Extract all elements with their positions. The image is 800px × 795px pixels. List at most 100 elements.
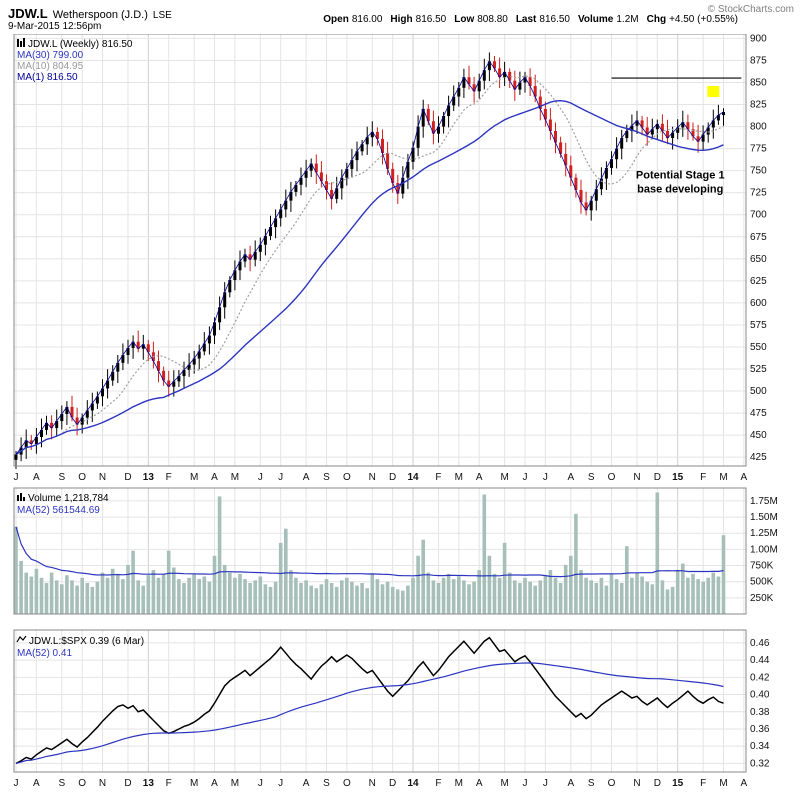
quote-label: High	[390, 14, 413, 25]
price-tick-label: 475	[750, 408, 767, 419]
title-block: JDW.L Wetherspoon (J.D.) LSE	[8, 5, 172, 23]
month-label: 15	[672, 472, 684, 483]
candlesticks	[14, 52, 725, 469]
month-label: A	[567, 778, 574, 789]
month-label: 13	[143, 778, 155, 789]
price-tick-label: 650	[750, 254, 767, 265]
price-tick-label: 575	[750, 320, 767, 331]
month-label: O	[78, 778, 86, 789]
month-label: M	[231, 472, 239, 483]
gridlines	[14, 34, 746, 772]
month-label: D	[389, 472, 396, 483]
month-label: D	[124, 472, 131, 483]
month-label: F	[435, 472, 441, 483]
quote-summary: Open 816.00 High 816.50 Low 808.80 Last 816.50 V…	[315, 14, 738, 25]
legend-volume: Volume 1,218,784	[28, 493, 109, 504]
month-label: F	[166, 778, 172, 789]
month-label: 14	[407, 472, 419, 483]
month-label: M	[719, 778, 727, 789]
month-label: M	[719, 472, 727, 483]
month-label: J	[543, 472, 548, 483]
price-tick-label: 800	[750, 122, 767, 133]
ratio-tick-label: 0.34	[750, 741, 770, 752]
month-label: S	[323, 778, 330, 789]
price-tick-label: 500	[750, 386, 767, 397]
volume-axis-labels: 250K 500K 750K 1.00M 1.25M 1.50M 1.75M	[750, 496, 778, 604]
ratio-tick-label: 0.38	[750, 707, 770, 718]
month-label: D	[654, 472, 661, 483]
price-tick-label: 450	[750, 430, 767, 441]
quote-value: 816.50	[415, 14, 447, 25]
month-label: A	[476, 472, 483, 483]
month-label: M	[500, 472, 508, 483]
price-tick-label: 875	[750, 55, 767, 66]
month-label: 15	[672, 778, 684, 789]
ratio-tick-label: 0.36	[750, 724, 770, 735]
month-label: J	[543, 778, 548, 789]
ratio-tick-label: 0.40	[750, 690, 770, 701]
annotation-text: Potential Stage 1	[636, 170, 725, 182]
price-tick-label: 775	[750, 144, 767, 155]
volume-tick-label: 500K	[750, 577, 774, 588]
quote-label: Low	[454, 14, 475, 25]
month-label: N	[99, 472, 106, 483]
legend-ma30: MA(30) 799.00	[17, 50, 84, 61]
ratio-series-icon	[16, 635, 27, 643]
month-label: J	[523, 778, 528, 789]
month-label: S	[588, 778, 595, 789]
stage1-annotation: Potential Stage 1 base developing	[636, 170, 725, 196]
quote-label: Last	[515, 14, 537, 25]
highlight-marker	[707, 86, 720, 98]
ratio-tick-label: 0.44	[750, 655, 770, 666]
month-label: N	[633, 472, 640, 483]
month-label: M	[455, 778, 463, 789]
legend-ratio: JDW.L:$SPX 0.39 (6 Mar)	[29, 636, 144, 647]
volume-tick-label: 1.00M	[750, 544, 778, 555]
price-tick-label: 525	[750, 364, 767, 375]
symbol: JDW.L	[8, 6, 48, 21]
price-tick-label: 425	[750, 452, 767, 463]
price-tick-label: 550	[750, 342, 767, 353]
month-label: M	[500, 778, 508, 789]
month-label: A	[303, 472, 310, 483]
price-series-icon	[23, 38, 25, 47]
price-series-icon	[17, 39, 19, 47]
volume-tick-label: 1.25M	[750, 528, 778, 539]
month-label: S	[58, 472, 65, 483]
month-label: A	[741, 472, 748, 483]
company-name: Wetherspoon (J.D.)	[52, 9, 148, 21]
month-label: N	[369, 472, 376, 483]
month-label: 14	[407, 778, 419, 789]
month-label: D	[654, 778, 661, 789]
volume-pane-border	[13, 487, 747, 615]
volume-ma-line	[15, 526, 724, 578]
month-label: A	[567, 472, 574, 483]
month-label: J	[258, 472, 263, 483]
ratio-tick-label: 0.32	[750, 758, 770, 769]
month-label: N	[369, 778, 376, 789]
price-tick-label: 850	[750, 77, 767, 88]
month-label: J	[14, 778, 19, 789]
month-label: 13	[143, 472, 155, 483]
volume-tick-label: 1.75M	[750, 496, 778, 507]
month-label: F	[166, 472, 172, 483]
month-label: S	[58, 778, 65, 789]
month-axis-top: J A S O N D 13 F M A M J J A S O N D 14 F M A M J J A S O N D 15 F M A	[14, 472, 748, 483]
volume-series-icon	[23, 497, 25, 501]
stockchart-svg: Potential Stage 1 base developing 425 450 47…	[13, 34, 778, 789]
exchange-name: LSE	[152, 10, 172, 21]
quote-label: Chg	[646, 14, 667, 25]
ratio-legend: JDW.L:$SPX 0.39 (6 Mar)MA(52) 0.41	[16, 635, 144, 659]
month-label: O	[608, 472, 616, 483]
month-label: J	[278, 472, 283, 483]
month-label: A	[211, 778, 218, 789]
month-label: M	[231, 778, 239, 789]
volume-tick-label: 1.50M	[750, 512, 778, 523]
price-tick-label: 825	[750, 100, 767, 111]
month-label: N	[99, 778, 106, 789]
month-axis-bottom: J A S O N D 13 F M A M J J A S O N D 14 F M A M J J A S O N D 15 F M A	[14, 778, 748, 789]
ratio-tick-label: 0.46	[750, 638, 770, 649]
ma1-line	[15, 60, 724, 455]
month-label: D	[124, 778, 131, 789]
